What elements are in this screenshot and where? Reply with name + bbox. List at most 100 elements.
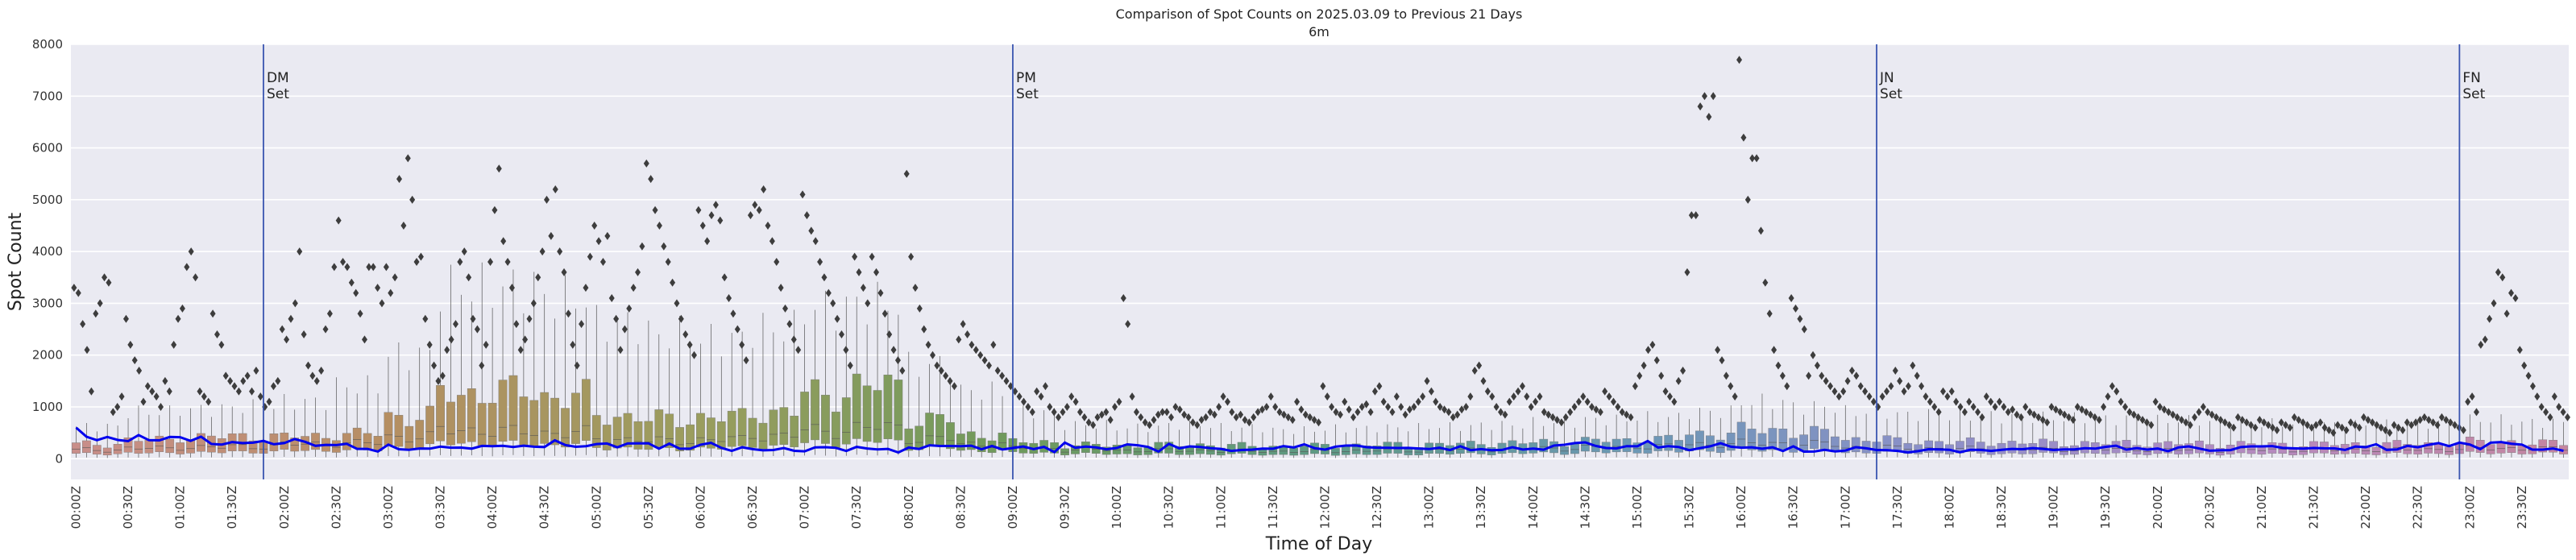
box [248,440,258,454]
y-tick-label: 5000 [32,193,63,207]
x-tick-label: 16:00Z [1734,486,1748,529]
outlier-point [1280,410,1287,419]
outlier-point [1715,346,1721,355]
outlier-point [1966,397,1972,406]
outlier-point [2221,418,2228,427]
outlier-point [2296,416,2302,425]
outlier-point [734,325,740,334]
outlier-point [808,226,815,235]
outlier-point [1081,413,1088,421]
outlier-point [2495,268,2501,276]
outlier-point [1853,371,1860,380]
box [1726,433,1736,451]
outlier-point [665,258,671,266]
outlier-point [1242,416,1248,425]
outlier-point [1502,410,1508,419]
outlier-point [626,304,633,313]
outlier-point [1051,408,1057,417]
outlier-point [1185,413,1192,421]
outlier-point [1723,371,1729,380]
outlier-point [617,346,624,355]
outlier-point [2460,425,2466,434]
outlier-point [2157,403,2163,411]
box [873,390,882,443]
box [1060,448,1069,455]
outlier-point [2308,423,2315,432]
outlier-point [2339,423,2346,432]
box [165,438,175,454]
outlier-point [2183,418,2189,427]
outlier-point [1289,416,1296,425]
outlier-point [1779,371,1786,380]
outlier-point [570,340,576,349]
outlier-point [1294,397,1300,406]
outlier-point [743,356,749,365]
outlier-point [1103,408,1110,417]
outlier-point [1862,387,1869,396]
box [1695,430,1704,450]
outlier-point [2417,416,2424,425]
outlier-point [691,351,697,359]
outlier-point [838,330,844,338]
box [519,396,529,446]
outlier-point [1615,403,1621,411]
outlier-point [2001,403,2007,411]
outlier-point [1147,421,1153,429]
outlier-point [786,320,793,329]
outlier-point [2026,408,2033,417]
outlier-point [284,335,290,344]
outlier-point [2365,416,2371,425]
x-tick-label: 03:30Z [433,486,448,529]
outlier-point [1016,392,1023,401]
outlier-point [2447,418,2454,427]
outlier-point [1029,408,1035,417]
box [477,403,487,446]
outlier-point [1806,371,1812,380]
outlier-point [1229,408,1235,417]
box [2122,440,2131,453]
x-tick-label: 17:00Z [1838,486,1852,529]
outlier-point [340,258,346,266]
outlier-point [1801,325,1807,334]
outlier-point [1371,387,1378,396]
x-tick-label: 00:30Z [121,486,135,529]
outlier-point [1367,408,1374,417]
outlier-point [1706,113,1712,121]
box [2049,441,2058,454]
outlier-point [2143,418,2150,427]
outlier-point [1376,382,1383,391]
outlier-point [1142,418,1148,427]
x-tick-label: 01:00Z [173,486,188,529]
outlier-point [1619,408,1625,417]
outlier-point [916,304,923,313]
outlier-point [444,346,450,355]
outlier-point [1836,392,1842,401]
box [186,439,195,454]
x-tick-label: 00:00Z [68,486,83,529]
outlier-point [721,273,728,282]
outlier-point [1671,397,1678,406]
outlier-point [1524,392,1530,401]
outlier-point [1324,392,1330,401]
outlier-point [1003,376,1010,385]
outlier-point [2382,425,2388,434]
x-tick-label: 08:30Z [953,486,968,529]
outlier-point [184,263,190,272]
outlier-point [2430,418,2437,427]
outlier-point [348,278,355,287]
outlier-point [1272,403,1279,411]
x-tick-label: 10:00Z [1110,486,1124,529]
outlier-point [2174,413,2180,421]
outlier-point [1892,367,1898,375]
outlier-point [2547,413,2553,421]
outlier-point [1211,410,1217,419]
box [363,433,372,450]
x-tick-label: 06:30Z [745,486,760,529]
outlier-point [2421,413,2428,421]
outlier-point [1498,408,1504,417]
outlier-point [2170,410,2176,419]
box [113,444,122,454]
outlier-point [131,356,138,365]
outlier-point [1944,392,1951,401]
outlier-point [903,169,910,178]
